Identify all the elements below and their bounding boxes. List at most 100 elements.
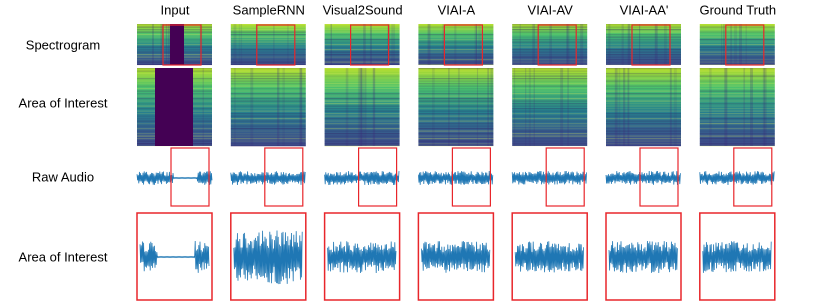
spectrogram-column bbox=[519, 24, 521, 65]
spectrogram-column bbox=[730, 24, 732, 65]
spectrogram-column bbox=[474, 24, 478, 65]
spectrogram-band bbox=[230, 29, 306, 31]
spectrogram-band bbox=[324, 36, 400, 38]
spectrogram-band bbox=[418, 85, 494, 87]
spectrogram-band bbox=[230, 138, 306, 140]
spectrogram-band bbox=[606, 44, 681, 46]
spectrogram-band bbox=[699, 29, 775, 31]
spectrogram-band bbox=[699, 130, 775, 132]
spectrogram-band bbox=[699, 145, 775, 147]
spectrogram-band bbox=[699, 113, 775, 115]
spectrogram-band bbox=[230, 73, 306, 75]
spectrogram-band bbox=[230, 56, 306, 58]
spectrogram-band bbox=[418, 135, 494, 137]
spectrogram bbox=[230, 68, 306, 146]
spectrogram-band bbox=[699, 75, 775, 77]
spectrogram-band bbox=[606, 135, 681, 137]
spectrogram bbox=[699, 68, 775, 146]
spectrogram-column bbox=[357, 68, 360, 146]
spectrogram-band bbox=[324, 49, 400, 51]
spectrogram-band bbox=[512, 95, 588, 97]
spectrogram-band bbox=[512, 75, 588, 77]
spectrogram-band bbox=[606, 75, 681, 77]
spectrogram-band bbox=[418, 95, 494, 97]
spectrogram bbox=[418, 68, 494, 146]
spectrogram-column bbox=[663, 24, 667, 65]
spectrogram-band bbox=[606, 133, 681, 135]
spectrogram-band bbox=[418, 105, 494, 107]
waveform bbox=[418, 170, 494, 185]
spectrogram-band bbox=[230, 59, 306, 61]
spectrogram-band bbox=[512, 44, 588, 46]
spectrogram-band bbox=[699, 133, 775, 135]
spectrogram-band bbox=[512, 88, 588, 90]
spectrogram-band bbox=[324, 115, 400, 117]
waveform bbox=[699, 171, 775, 186]
spectrogram bbox=[230, 24, 306, 65]
highlight-box bbox=[230, 212, 307, 301]
spectrogram-band bbox=[512, 31, 588, 33]
spectrogram-column bbox=[734, 24, 737, 65]
spectrogram-band bbox=[699, 34, 775, 36]
spectrogram-band bbox=[512, 140, 588, 142]
spectrogram-column bbox=[762, 68, 765, 146]
spectrogram-band bbox=[324, 88, 400, 90]
spectrogram-column bbox=[360, 68, 364, 146]
spectrogram-column bbox=[723, 24, 725, 65]
spectrogram-band bbox=[418, 145, 494, 147]
spectrogram-band bbox=[324, 54, 400, 56]
column-header: VIAI-AV bbox=[528, 2, 574, 17]
spectrogram-band bbox=[699, 120, 775, 122]
spectrogram-band bbox=[699, 85, 775, 87]
spectrogram-band bbox=[699, 138, 775, 140]
masked-region bbox=[170, 24, 184, 65]
spectrogram bbox=[606, 24, 681, 65]
spectrogram bbox=[324, 24, 400, 65]
spectrogram-band bbox=[512, 145, 588, 147]
spectrogram-band bbox=[699, 88, 775, 90]
highlight-box bbox=[511, 212, 588, 301]
spectrogram-band bbox=[230, 100, 306, 102]
spectrogram-band bbox=[512, 128, 588, 130]
spectrogram-band bbox=[230, 61, 306, 63]
spectrogram-band bbox=[699, 51, 775, 53]
spectrogram-band bbox=[512, 143, 588, 145]
spectrogram-column bbox=[654, 24, 658, 65]
spectrogram-column bbox=[345, 68, 349, 146]
spectrogram-band bbox=[512, 51, 588, 53]
spectrogram-band bbox=[324, 108, 400, 110]
spectrogram-band bbox=[699, 143, 775, 145]
spectrogram-band bbox=[606, 128, 681, 130]
spectrogram-band bbox=[418, 88, 494, 90]
spectrogram-band bbox=[324, 46, 400, 48]
spectrogram-column bbox=[363, 24, 366, 65]
highlight-box bbox=[350, 24, 390, 66]
highlight-box bbox=[256, 24, 296, 66]
spectrogram-band bbox=[418, 54, 494, 56]
spectrogram-column bbox=[560, 68, 564, 146]
spectrogram-band bbox=[418, 120, 494, 122]
spectrogram-column bbox=[566, 24, 570, 65]
spectrogram-band bbox=[512, 36, 588, 38]
spectrogram-band bbox=[418, 31, 494, 33]
spectrogram-band bbox=[512, 49, 588, 51]
spectrogram-column bbox=[233, 24, 237, 65]
spectrogram-band bbox=[699, 70, 775, 72]
spectrogram-band bbox=[324, 68, 400, 70]
spectrogram-band bbox=[606, 56, 681, 58]
spectrogram-band bbox=[230, 128, 306, 130]
spectrogram-band bbox=[230, 95, 306, 97]
spectrogram-band bbox=[606, 125, 681, 127]
spectrogram-band bbox=[512, 59, 588, 61]
spectrogram-column bbox=[427, 24, 431, 65]
spectrogram-band bbox=[324, 90, 400, 92]
spectrogram-band bbox=[606, 73, 681, 75]
column-header: Input bbox=[161, 2, 190, 17]
spectrogram-band bbox=[324, 133, 400, 135]
spectrogram-band bbox=[324, 44, 400, 46]
spectrogram-band bbox=[230, 98, 306, 100]
spectrogram-band bbox=[230, 135, 306, 137]
spectrogram-band bbox=[324, 70, 400, 72]
spectrogram bbox=[418, 24, 494, 65]
spectrogram-band bbox=[324, 135, 400, 137]
